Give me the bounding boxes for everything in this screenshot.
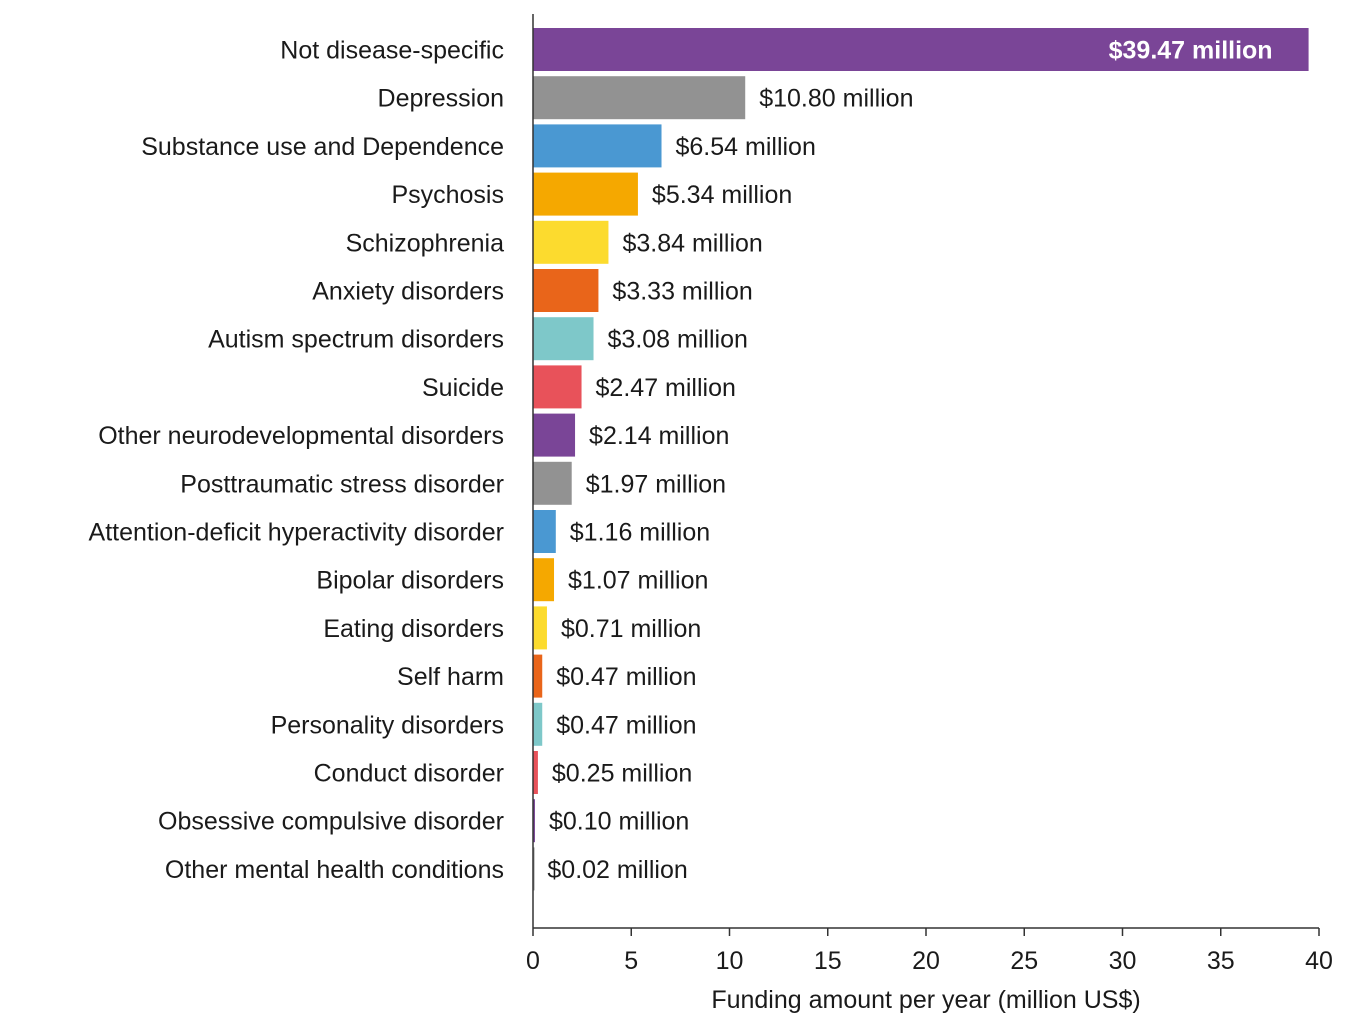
bar-11 xyxy=(533,558,555,602)
value-label-7: $2.47 million xyxy=(596,374,736,402)
bar-0 xyxy=(533,28,1309,71)
category-label-16: Obsessive compulsive disorder xyxy=(158,808,504,836)
axes: 0 5 10 15 20 25 30 35 40 xyxy=(526,14,1333,975)
value-label-10: $1.16 million xyxy=(570,519,710,547)
value-label-13: $0.47 million xyxy=(556,663,696,691)
value-label-12: $0.71 million xyxy=(561,615,701,643)
value-label-3: $5.34 million xyxy=(652,181,792,209)
value-label-1: $10.80 million xyxy=(759,85,913,113)
value-label-2: $6.54 million xyxy=(676,133,816,161)
category-label-6: Autism spectrum disorders xyxy=(208,326,504,354)
bar-2 xyxy=(533,124,662,168)
category-label-17: Other mental health conditions xyxy=(165,856,504,884)
x-tick-label-0: 0 xyxy=(526,947,540,975)
bar-16 xyxy=(533,799,535,843)
x-tick-label-6: 30 xyxy=(1109,947,1137,975)
value-label-4: $3.84 million xyxy=(622,229,762,257)
category-label-2: Substance use and Dependence xyxy=(141,133,504,161)
category-label-9: Posttraumatic stress disorder xyxy=(180,470,504,498)
bar-14 xyxy=(533,702,543,746)
bar-7 xyxy=(533,365,582,409)
category-label-11: Bipolar disorders xyxy=(316,567,504,595)
bar-13 xyxy=(533,654,543,698)
x-tick-label-5: 25 xyxy=(1010,947,1038,975)
category-label-1: Depression xyxy=(378,85,504,113)
category-label-3: Psychosis xyxy=(391,181,504,209)
value-label-11: $1.07 million xyxy=(568,567,708,595)
value-label-5: $3.33 million xyxy=(612,278,752,306)
bar-1 xyxy=(533,76,746,120)
x-tick-label-3: 15 xyxy=(814,947,842,975)
bar-3 xyxy=(533,172,638,216)
value-label-14: $0.47 million xyxy=(556,711,696,739)
x-tick-label-4: 20 xyxy=(912,947,940,975)
x-axis-title: Funding amount per year (million US$) xyxy=(711,986,1140,1014)
x-tick-label-7: 35 xyxy=(1207,947,1235,975)
value-label-8: $2.14 million xyxy=(589,422,729,450)
category-label-5: Anxiety disorders xyxy=(312,278,504,306)
category-label-10: Attention-deficit hyperactivity disorder xyxy=(89,519,504,547)
category-label-0: Not disease-specific xyxy=(280,37,504,65)
x-tick-label-2: 10 xyxy=(716,947,744,975)
bar-12 xyxy=(533,606,547,650)
category-label-12: Eating disorders xyxy=(323,615,504,643)
value-label-9: $1.97 million xyxy=(586,470,726,498)
bar-9 xyxy=(533,461,572,505)
bar-15 xyxy=(533,751,538,794)
bars-group xyxy=(533,28,1309,891)
x-tick-label-8: 40 xyxy=(1305,947,1333,975)
value-label-6: $3.08 million xyxy=(608,326,748,354)
bar-4 xyxy=(533,220,609,264)
bar-6 xyxy=(533,317,594,361)
value-label-15: $0.25 million xyxy=(552,760,692,788)
value-labels: $39.47 million $10.80 million $6.54 millio… xyxy=(547,37,1272,884)
category-label-7: Suicide xyxy=(422,374,504,402)
x-tick-label-1: 5 xyxy=(624,947,638,975)
x-ticks: 0 5 10 15 20 25 30 35 40 xyxy=(526,928,1333,975)
category-label-8: Other neurodevelopmental disorders xyxy=(98,422,504,450)
category-labels: Not disease-specific Depression Substance … xyxy=(89,37,505,884)
value-label-0: $39.47 million xyxy=(1109,37,1273,65)
value-label-16: $0.10 million xyxy=(549,808,689,836)
bar-8 xyxy=(533,413,576,457)
category-label-14: Personality disorders xyxy=(271,711,504,739)
value-label-17: $0.02 million xyxy=(547,856,687,884)
category-label-15: Conduct disorder xyxy=(314,760,504,788)
bar-5 xyxy=(533,269,599,312)
category-label-13: Self harm xyxy=(397,663,504,691)
category-label-4: Schizophrenia xyxy=(346,229,505,257)
bar-10 xyxy=(533,510,556,553)
